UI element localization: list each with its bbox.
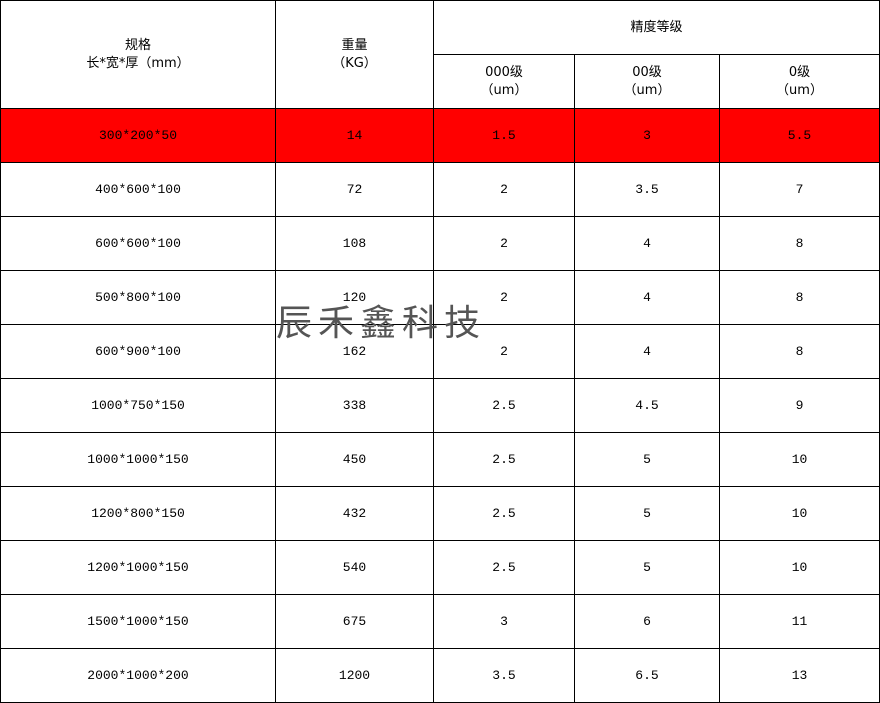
cell-weight: 432 — [275, 486, 434, 541]
cell-grade-000: 2 — [433, 324, 575, 379]
header-grade-0: 0级 （um） — [719, 54, 880, 109]
cell-weight: 540 — [275, 540, 434, 595]
cell-grade-0: 10 — [719, 432, 880, 487]
cell-spec: 1000*750*150 — [0, 378, 276, 433]
cell-grade-00: 4 — [574, 216, 720, 271]
cell-grade-0: 5.5 — [719, 108, 880, 163]
weight-label: 重量 — [341, 37, 368, 53]
cell-grade-000: 3.5 — [433, 648, 575, 703]
cell-grade-0: 11 — [719, 594, 880, 649]
grade-label: 0级 — [788, 64, 811, 80]
cell-grade-000: 1.5 — [433, 108, 575, 163]
cell-grade-000: 2.5 — [433, 378, 575, 433]
cell-spec: 500*800*100 — [0, 270, 276, 325]
cell-weight: 72 — [275, 162, 434, 217]
cell-spec: 600*900*100 — [0, 324, 276, 379]
cell-grade-00: 5 — [574, 540, 720, 595]
cell-grade-0: 9 — [719, 378, 880, 433]
cell-spec: 2000*1000*200 — [0, 648, 276, 703]
weight-unit: （KG） — [332, 55, 377, 71]
spec-label: 规格 — [124, 37, 151, 53]
cell-spec: 1200*800*150 — [0, 486, 276, 541]
table-row: 1500*1000*150 675 3 6 11 — [0, 594, 880, 649]
cell-grade-0: 10 — [719, 486, 880, 541]
cell-grade-00: 6 — [574, 594, 720, 649]
header-weight: 重量 （KG） — [275, 0, 434, 109]
cell-grade-000: 2 — [433, 162, 575, 217]
cell-grade-00: 4.5 — [574, 378, 720, 433]
cell-grade-000: 3 — [433, 594, 575, 649]
cell-grade-00: 3 — [574, 108, 720, 163]
spec-unit: 长*宽*厚（mm） — [86, 55, 190, 71]
header-grade-000: 000级 （um） — [433, 54, 575, 109]
cell-grade-00: 4 — [574, 270, 720, 325]
cell-grade-000: 2 — [433, 216, 575, 271]
cell-weight: 162 — [275, 324, 434, 379]
table-row: 2000*1000*200 1200 3.5 6.5 13 — [0, 648, 880, 703]
grade-label: 000级 — [485, 64, 523, 80]
grade-label: 00级 — [632, 64, 662, 80]
cell-weight: 1200 — [275, 648, 434, 703]
table-row: 1200*800*150 432 2.5 5 10 — [0, 486, 880, 541]
table-row: 1000*1000*150 450 2.5 5 10 — [0, 432, 880, 487]
cell-grade-00: 5 — [574, 486, 720, 541]
cell-grade-000: 2 — [433, 270, 575, 325]
cell-grade-0: 8 — [719, 324, 880, 379]
grade-unit: （um） — [776, 82, 823, 98]
table-row: 300*200*50 14 1.5 3 5.5 — [0, 108, 880, 163]
cell-grade-000: 2.5 — [433, 432, 575, 487]
table-row: 1000*750*150 338 2.5 4.5 9 — [0, 378, 880, 433]
cell-grade-0: 13 — [719, 648, 880, 703]
cell-grade-00: 3.5 — [574, 162, 720, 217]
cell-grade-0: 7 — [719, 162, 880, 217]
table-row: 600*600*100 108 2 4 8 — [0, 216, 880, 271]
cell-grade-0: 8 — [719, 216, 880, 271]
cell-grade-000: 2.5 — [433, 540, 575, 595]
cell-spec: 400*600*100 — [0, 162, 276, 217]
cell-weight: 450 — [275, 432, 434, 487]
cell-weight: 338 — [275, 378, 434, 433]
cell-grade-0: 8 — [719, 270, 880, 325]
table-row: 400*600*100 72 2 3.5 7 — [0, 162, 880, 217]
table-row: 1200*1000*150 540 2.5 5 10 — [0, 540, 880, 595]
cell-grade-000: 2.5 — [433, 486, 575, 541]
table-row: 600*900*100 162 2 4 8 — [0, 324, 880, 379]
cell-grade-00: 6.5 — [574, 648, 720, 703]
cell-weight: 14 — [275, 108, 434, 163]
cell-spec: 1500*1000*150 — [0, 594, 276, 649]
cell-grade-00: 5 — [574, 432, 720, 487]
table-row: 500*800*100 120 2 4 8 — [0, 270, 880, 325]
cell-grade-0: 10 — [719, 540, 880, 595]
cell-spec: 1200*1000*150 — [0, 540, 276, 595]
cell-spec: 1000*1000*150 — [0, 432, 276, 487]
cell-spec: 600*600*100 — [0, 216, 276, 271]
cell-weight: 108 — [275, 216, 434, 271]
cell-weight: 120 — [275, 270, 434, 325]
header-grade-group: 精度等级 — [433, 0, 880, 55]
cell-grade-00: 4 — [574, 324, 720, 379]
header-spec: 规格长*宽*厚（mm） — [0, 0, 276, 109]
header-grade-00: 00级 （um） — [574, 54, 720, 109]
cell-spec: 300*200*50 — [0, 108, 276, 163]
grade-unit: （um） — [480, 82, 528, 98]
grade-unit: （um） — [623, 82, 671, 98]
cell-weight: 675 — [275, 594, 434, 649]
